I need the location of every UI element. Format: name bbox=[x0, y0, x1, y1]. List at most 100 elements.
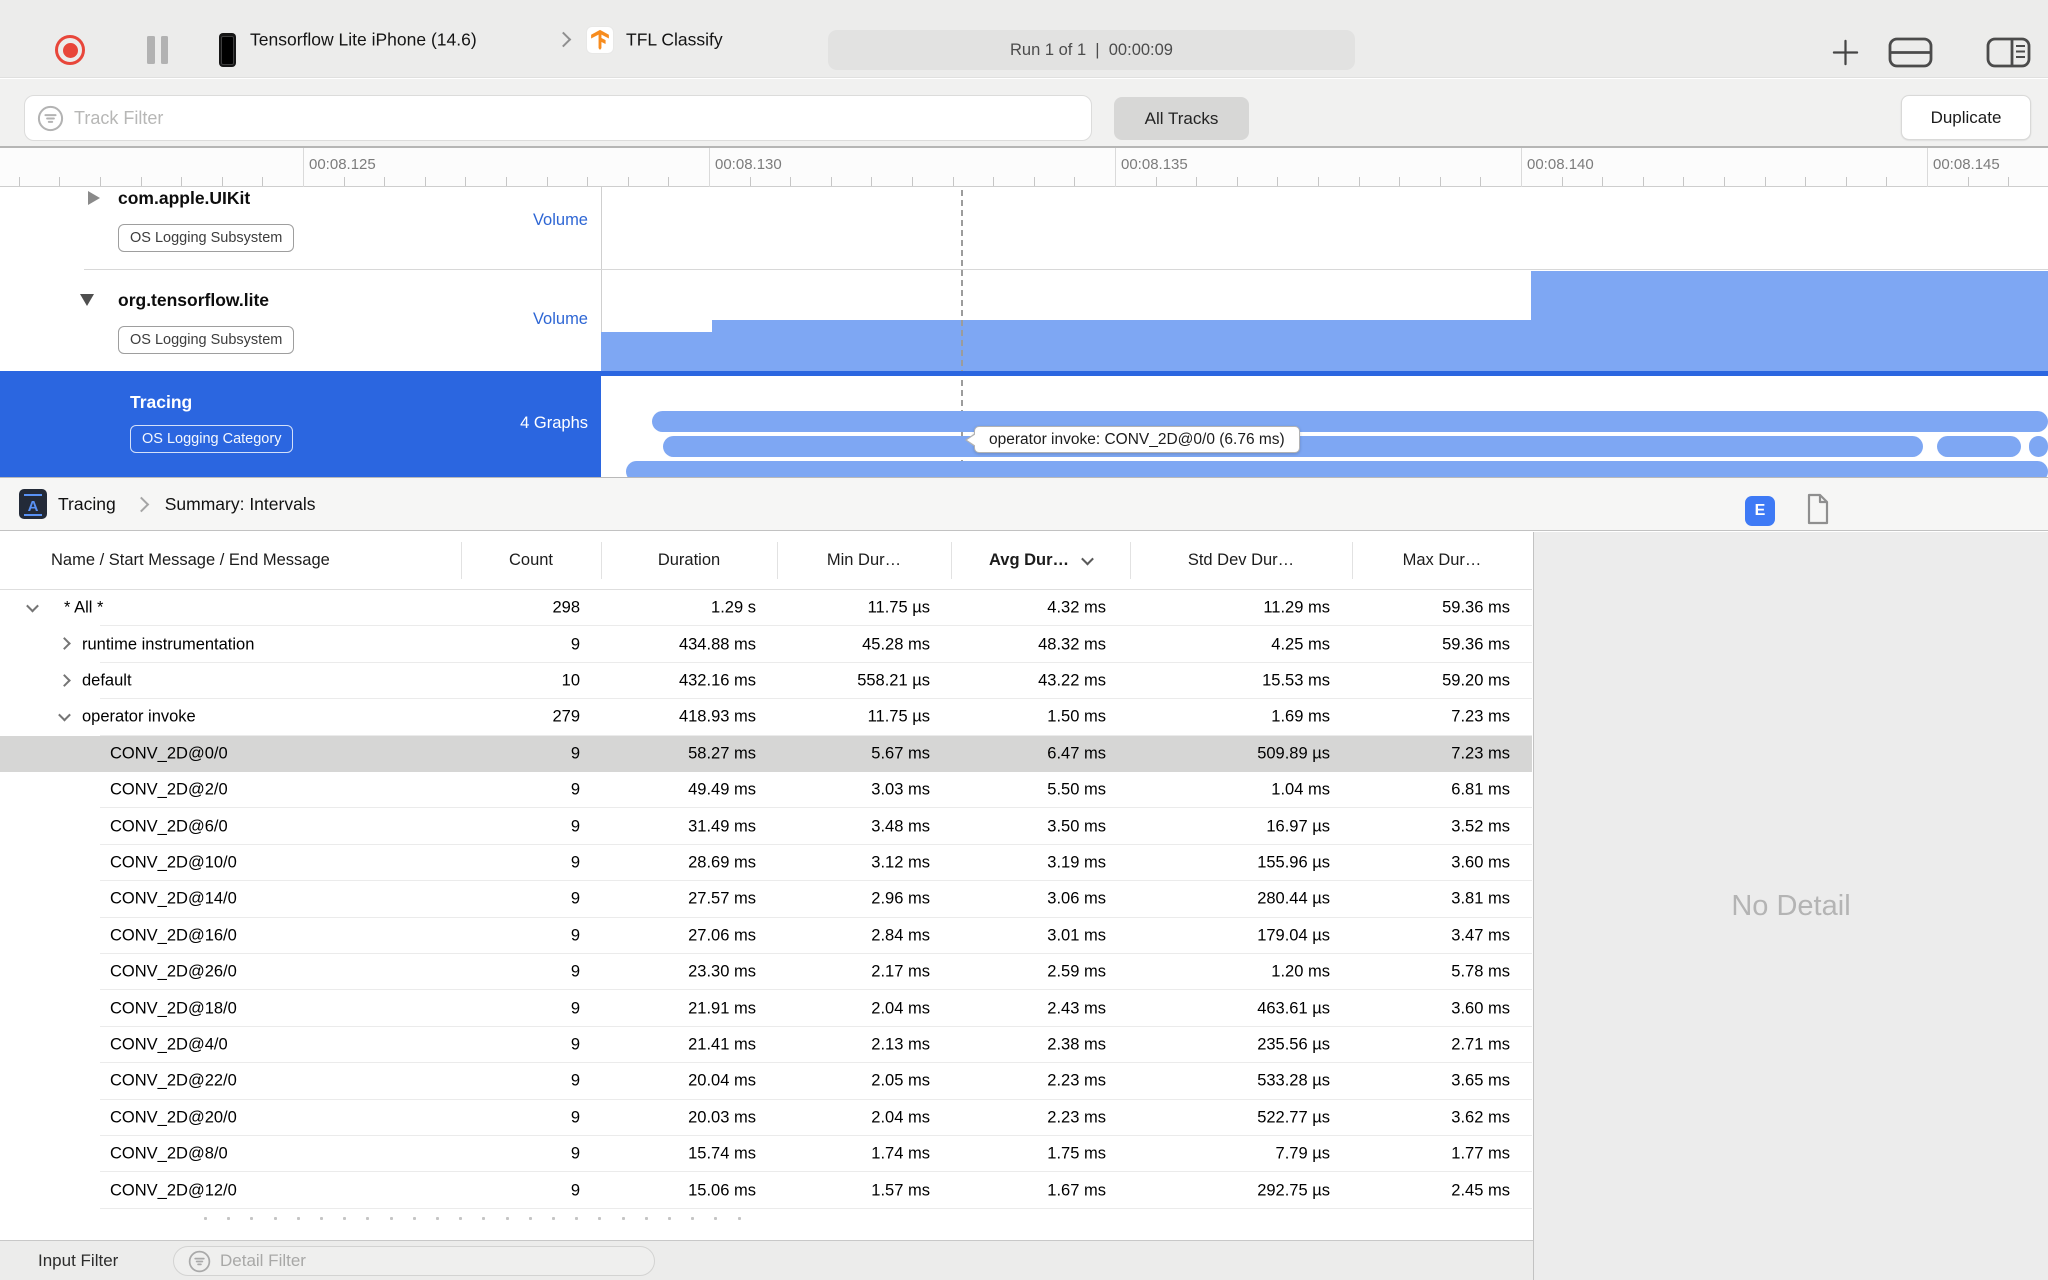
row-chevron-expanded-icon[interactable] bbox=[26, 599, 39, 613]
ruler-minor-tick bbox=[181, 177, 183, 186]
row-chevron-collapsed-icon[interactable] bbox=[58, 637, 71, 651]
table-row[interactable]: * All * 298 1.29 s 11.75 µs 4.32 ms 11.29 ms 5… bbox=[0, 590, 1532, 627]
cell-value: 3.62 ms bbox=[1451, 1108, 1510, 1127]
table-row[interactable]: CONV_2D@22/0 9 20.04 ms 2.05 ms 2.23 ms 533.2… bbox=[0, 1063, 1532, 1100]
app-name[interactable]: TFL Classify bbox=[626, 29, 723, 50]
table-row[interactable]: CONV_2D@6/0 9 31.49 ms 3.48 ms 3.50 ms 16.97 … bbox=[0, 808, 1532, 845]
cell-value: 2.04 ms bbox=[871, 999, 930, 1018]
cell-value: 31.49 ms bbox=[688, 817, 756, 836]
table-row[interactable]: CONV_2D@8/0 9 15.74 ms 1.74 ms 1.75 ms 7.79 µ… bbox=[0, 1136, 1532, 1173]
cell-value: 3.12 ms bbox=[871, 853, 930, 872]
plus-button[interactable] bbox=[1831, 38, 1860, 67]
cell-value: 3.65 ms bbox=[1451, 1071, 1510, 1090]
cell-value: 235.56 µs bbox=[1257, 1035, 1330, 1054]
table-row[interactable]: CONV_2D@18/0 9 21.91 ms 2.04 ms 2.43 ms 463.6… bbox=[0, 990, 1532, 1027]
cell-value: 20.04 ms bbox=[688, 1071, 756, 1090]
cell-value: 59.36 ms bbox=[1442, 598, 1510, 617]
table-row[interactable]: CONV_2D@4/0 9 21.41 ms 2.13 ms 2.38 ms 235.56… bbox=[0, 1027, 1532, 1064]
cell-name: CONV_2D@0/0 bbox=[110, 744, 228, 763]
column-header[interactable]: Count bbox=[461, 532, 601, 589]
table-row[interactable]: CONV_2D@10/0 9 28.69 ms 3.12 ms 3.19 ms 155.9… bbox=[0, 845, 1532, 882]
cell-value: 43.22 ms bbox=[1038, 671, 1106, 690]
ruler-tick-label: 00:08.125 bbox=[309, 156, 376, 173]
right-sidebar-button[interactable] bbox=[1986, 37, 2031, 68]
column-header[interactable]: Min Dur… bbox=[777, 532, 951, 589]
track-kind-label: Volume bbox=[532, 310, 588, 328]
playhead-line[interactable] bbox=[961, 190, 963, 477]
row-chevron-collapsed-icon[interactable] bbox=[58, 673, 71, 687]
table-row[interactable]: default 10 432.16 ms 558.21 µs 43.22 ms 15.53… bbox=[0, 663, 1532, 700]
cell-name: CONV_2D@18/0 bbox=[110, 999, 237, 1018]
ruler-minor-tick bbox=[790, 177, 792, 186]
table-row[interactable]: operator invoke 279 418.93 ms 11.75 µs 1.50 … bbox=[0, 699, 1532, 736]
column-divider[interactable] bbox=[601, 542, 602, 579]
table-row[interactable]: runtime instrumentation 9 434.88 ms 45.28 m… bbox=[0, 626, 1532, 663]
column-header[interactable]: Name / Start Message / End Message bbox=[0, 532, 461, 589]
ruler-minor-tick bbox=[1155, 177, 1157, 186]
cell-value: 11.29 ms bbox=[1263, 598, 1330, 617]
interval-bar[interactable] bbox=[2029, 436, 2048, 457]
expert-info-button[interactable]: E bbox=[1745, 496, 1775, 526]
cell-value: 2.59 ms bbox=[1047, 962, 1106, 981]
ruler-minor-tick bbox=[2008, 177, 2010, 186]
iphone-icon bbox=[219, 33, 236, 67]
table-row[interactable]: CONV_2D@12/0 9 15.06 ms 1.57 ms 1.67 ms 292.7… bbox=[0, 1172, 1532, 1209]
cell-value: 1.77 ms bbox=[1451, 1144, 1510, 1163]
interval-bar[interactable] bbox=[1937, 436, 2021, 457]
track-filter-input[interactable]: Track Filter bbox=[24, 95, 1092, 141]
column-header[interactable]: Std Dev Dur… bbox=[1130, 532, 1352, 589]
ruler-major-tick bbox=[1521, 148, 1522, 187]
ruler-minor-tick bbox=[221, 177, 223, 186]
column-header[interactable]: Duration bbox=[601, 532, 777, 589]
pause-button[interactable] bbox=[147, 36, 168, 64]
cell-value: 4.25 ms bbox=[1271, 635, 1330, 654]
cell-value: 1.75 ms bbox=[1047, 1144, 1106, 1163]
column-header[interactable]: Avg Dur… bbox=[951, 532, 1130, 589]
timeline-ruler[interactable]: 00:08.125 00:08.130 00:08.135 00:08.140 00:0… bbox=[0, 146, 2048, 187]
interval-bar[interactable] bbox=[626, 461, 2048, 477]
cell-value: 9 bbox=[570, 1071, 580, 1090]
cell-value: 1.74 ms bbox=[871, 1144, 930, 1163]
table-row[interactable]: CONV_2D@2/0 9 49.49 ms 3.03 ms 5.50 ms 1.04 m… bbox=[0, 772, 1532, 809]
device-name[interactable]: Tensorflow Lite iPhone (14.6) bbox=[250, 29, 477, 50]
cell-value: 179.04 µs bbox=[1257, 926, 1330, 945]
disclosure-collapsed-icon[interactable] bbox=[88, 191, 100, 205]
row-separator bbox=[100, 734, 1532, 736]
table-row[interactable]: CONV_2D@26/0 9 23.30 ms 2.17 ms 2.59 ms 1.20 … bbox=[0, 954, 1532, 991]
table-row[interactable]: CONV_2D@0/0 9 58.27 ms 5.67 ms 6.47 ms 509.89… bbox=[0, 735, 1532, 772]
track-badge: OS Logging Category bbox=[130, 425, 294, 453]
split-view-button[interactable] bbox=[1888, 37, 1933, 68]
duplicate-button[interactable]: Duplicate bbox=[1901, 95, 2031, 140]
column-divider[interactable] bbox=[777, 542, 778, 579]
cell-value: 9 bbox=[570, 1035, 580, 1054]
cell-value: 3.06 ms bbox=[1047, 889, 1106, 908]
column-divider[interactable] bbox=[1352, 542, 1353, 579]
column-divider[interactable] bbox=[951, 542, 952, 579]
row-separator bbox=[100, 1171, 1532, 1173]
record-button[interactable] bbox=[55, 35, 85, 65]
row-chevron-expanded-icon[interactable] bbox=[58, 708, 71, 722]
disclosure-expanded-icon[interactable] bbox=[80, 294, 94, 306]
column-header[interactable]: Max Dur… bbox=[1352, 532, 1532, 589]
breadcrumb-root[interactable]: Tracing bbox=[58, 493, 116, 514]
row-separator bbox=[100, 698, 1532, 700]
table-row[interactable]: CONV_2D@20/0 9 20.03 ms 2.04 ms 2.23 ms 522.7… bbox=[0, 1100, 1532, 1136]
document-icon[interactable] bbox=[1804, 492, 1832, 526]
table-row[interactable]: CONV_2D@14/0 9 27.57 ms 2.96 ms 3.06 ms 280.4… bbox=[0, 881, 1532, 918]
column-divider[interactable] bbox=[461, 542, 462, 579]
toolbar: Tensorflow Lite iPhone (14.6) TFL Classi… bbox=[0, 0, 2048, 78]
cell-value: 2.17 ms bbox=[871, 962, 930, 981]
breadcrumb-page[interactable]: Summary: Intervals bbox=[164, 493, 316, 514]
pane-divider[interactable] bbox=[0, 477, 2048, 478]
cell-value: 2.13 ms bbox=[871, 1035, 930, 1054]
table-header: Name / Start Message / End Message Count D… bbox=[0, 532, 1532, 590]
ruler-minor-tick bbox=[1886, 177, 1888, 186]
cell-value: 58.27 ms bbox=[688, 744, 756, 763]
column-divider[interactable] bbox=[1130, 542, 1131, 579]
detail-filter-input[interactable]: Detail Filter bbox=[173, 1246, 655, 1276]
clipped-text-fragment bbox=[506, 1217, 509, 1220]
all-tracks-button[interactable]: All Tracks bbox=[1114, 97, 1249, 140]
interval-bar[interactable] bbox=[652, 411, 2048, 432]
cell-value: 9 bbox=[570, 853, 580, 872]
table-row[interactable]: CONV_2D@16/0 9 27.06 ms 2.84 ms 3.01 ms 179.0… bbox=[0, 918, 1532, 954]
